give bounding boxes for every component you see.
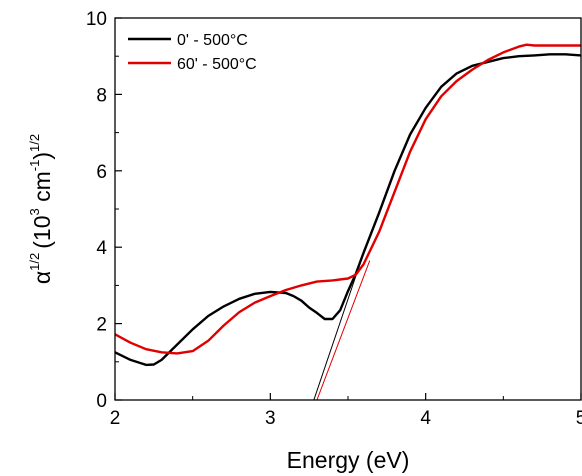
- y-title-alpha: α: [29, 271, 55, 284]
- legend: 0' - 500°C 60' - 500°C: [128, 32, 257, 73]
- y-title-open: (10: [29, 215, 55, 248]
- y-axis-title: α1/2(103 cm-1)1/2: [27, 134, 55, 284]
- y-title-close-exponent: 1/2: [27, 134, 42, 152]
- data-series-layer: [115, 43, 581, 400]
- y-title-unit: cm: [29, 171, 55, 208]
- y-title-alpha-exponent: 1/2: [27, 253, 42, 271]
- series-line-2: [115, 43, 581, 355]
- plot-frame: [114, 17, 582, 401]
- legend-label-series-1: 0' - 500°C: [177, 32, 248, 49]
- y-title-unit-exponent: -1: [27, 160, 42, 172]
- y-tick-label: 4: [96, 238, 107, 259]
- x-tick-label: 3: [265, 408, 276, 429]
- y-tick-label: 8: [96, 85, 107, 106]
- x-axis-title: Energy (eV): [287, 447, 410, 473]
- x-tick-label: 5: [576, 408, 582, 429]
- y-title-close: ): [29, 152, 55, 160]
- tangent-fit-line-1: [313, 262, 361, 400]
- x-tick-label: 4: [420, 408, 431, 429]
- x-tick-label: 2: [110, 408, 121, 429]
- y-title-ten-exponent: 3: [27, 208, 42, 215]
- tangent-fit-line-2: [316, 260, 371, 400]
- legend-label-series-2: 60' - 500°C: [177, 56, 257, 73]
- y-tick-label: 10: [86, 9, 107, 30]
- y-tick-label: 0: [96, 391, 107, 412]
- series-line-1: [115, 53, 581, 367]
- y-tick-label: 2: [96, 315, 107, 336]
- y-tick-label: 6: [96, 162, 107, 183]
